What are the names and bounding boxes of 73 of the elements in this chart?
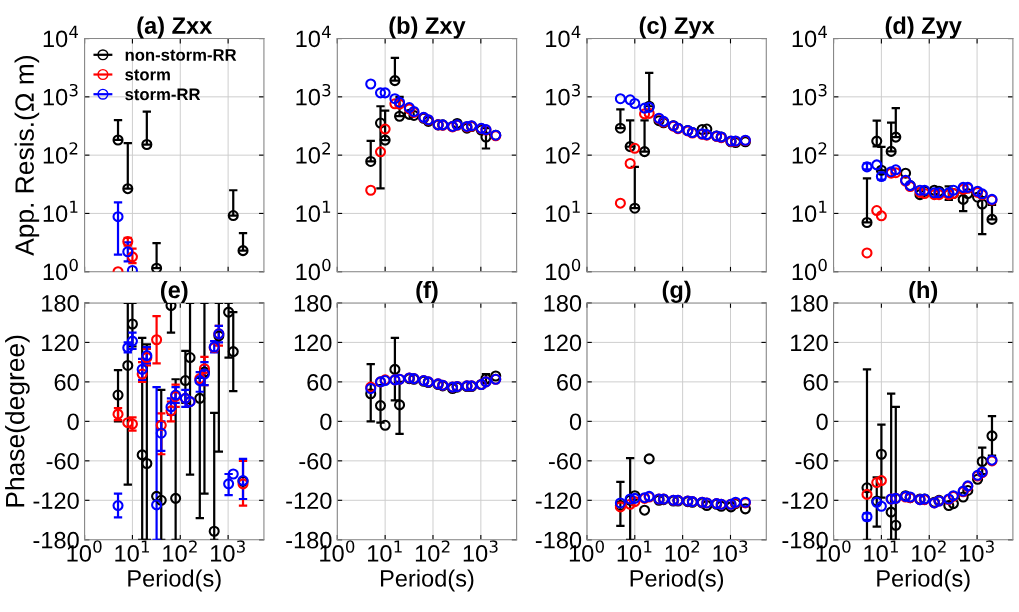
y-tick-label: 10$^{3}$ — [546, 83, 580, 106]
chart-title: (h) — [909, 280, 938, 303]
y-tick-label: 0 — [67, 413, 79, 431]
y-tick-label: 10$^{4}$ — [792, 25, 827, 48]
x-tick-label: 10$^{2}$ — [912, 540, 946, 562]
chart-title: (b) Zxy — [389, 16, 466, 39]
x-tick-label: 10$^{1}$ — [617, 540, 652, 562]
y-tick-label: 120 — [42, 334, 79, 352]
y-tick-label: 10$^{4}$ — [296, 25, 331, 48]
y-tick-label: 10$^{4}$ — [546, 25, 581, 48]
y-tick-label: 10$^{0}$ — [43, 258, 78, 281]
y-tick-label: 60 — [557, 373, 582, 391]
y-tick-label: 10$^{1}$ — [43, 200, 78, 223]
x-tick-label: 10$^{1}$ — [115, 540, 150, 562]
x-axis-title: Period(s) — [877, 569, 970, 592]
y-axis-title: Phase(degree) — [5, 335, 30, 507]
legend-label: storm-RR — [125, 88, 201, 101]
y-tick-label: 60 — [803, 373, 828, 391]
legend-label: non-storm-RR — [125, 49, 237, 61]
chart-title: (g) — [662, 280, 691, 303]
x-tick-label: 10$^{3}$ — [960, 540, 994, 562]
y-tick-label: 180 — [791, 295, 828, 312]
y-tick-label: 60 — [54, 373, 79, 391]
y-tick-label: 10$^{1}$ — [792, 200, 827, 223]
x-tick-label: 10$^{3}$ — [211, 540, 245, 562]
x-tick-label: 10$^{3}$ — [713, 540, 748, 562]
y-tick-label: 10$^{0}$ — [296, 258, 331, 281]
y-tick-label: -60 — [795, 452, 828, 470]
y-tick-label: -120 — [286, 492, 332, 510]
x-tick-label: 10$^{3}$ — [463, 540, 498, 562]
x-axis-title: Period(s) — [630, 569, 724, 592]
y-tick-label: 10$^{3}$ — [296, 83, 331, 106]
chart-title: (f) — [416, 280, 438, 303]
chart-title: (e) — [161, 280, 188, 303]
y-tick-label: 10$^{4}$ — [43, 25, 79, 48]
y-tick-label: -120 — [535, 492, 582, 510]
x-tick-label: 10$^{1}$ — [368, 540, 402, 562]
y-tick-label: 0 — [569, 413, 582, 431]
y-tick-label: 10$^{3}$ — [792, 83, 827, 106]
x-tick-label: 10$^{1}$ — [864, 540, 898, 562]
x-axis-title: Period(s) — [381, 569, 474, 592]
y-tick-label: 10$^{1}$ — [546, 200, 580, 223]
chart-title: (c) Zyx — [639, 16, 715, 39]
y-tick-label: 10$^{2}$ — [546, 142, 580, 164]
y-tick-label: -60 — [549, 452, 582, 470]
y-tick-label: 10$^{3}$ — [43, 83, 78, 106]
y-tick-label: 10$^{2}$ — [43, 142, 78, 164]
chart-title: (d) Zyy — [885, 16, 962, 39]
y-axis-title: App. Resis.(Ω m) — [14, 56, 40, 256]
y-tick-label: 180 — [42, 295, 79, 312]
y-tick-label: 10$^{0}$ — [792, 258, 827, 281]
chart-title: (a) Zxx — [137, 16, 213, 39]
y-tick-label: 180 — [544, 295, 582, 312]
y-tick-label: 10$^{2}$ — [296, 142, 330, 164]
legend-label: storm — [125, 69, 170, 81]
y-tick-label: 60 — [307, 373, 332, 391]
x-tick-label: 10$^{2}$ — [665, 540, 700, 562]
y-tick-label: -120 — [782, 492, 828, 510]
y-tick-label: -120 — [33, 492, 79, 510]
y-tick-label: 120 — [791, 334, 828, 352]
x-tick-label: 10$^{2}$ — [415, 540, 450, 562]
y-tick-label: 10$^{1}$ — [296, 200, 331, 223]
y-tick-label: 120 — [294, 334, 332, 352]
y-tick-label: 180 — [294, 295, 332, 312]
y-tick-label: -60 — [46, 452, 79, 470]
y-tick-label: 10$^{2}$ — [792, 142, 827, 164]
y-tick-label: 10$^{0}$ — [546, 258, 581, 281]
x-axis-title: Period(s) — [128, 569, 221, 592]
y-tick-label: 120 — [544, 334, 582, 352]
y-tick-label: 0 — [816, 413, 828, 431]
y-tick-label: -60 — [299, 452, 332, 470]
x-tick-label: 10$^{2}$ — [163, 540, 197, 562]
y-tick-label: 0 — [320, 413, 332, 431]
